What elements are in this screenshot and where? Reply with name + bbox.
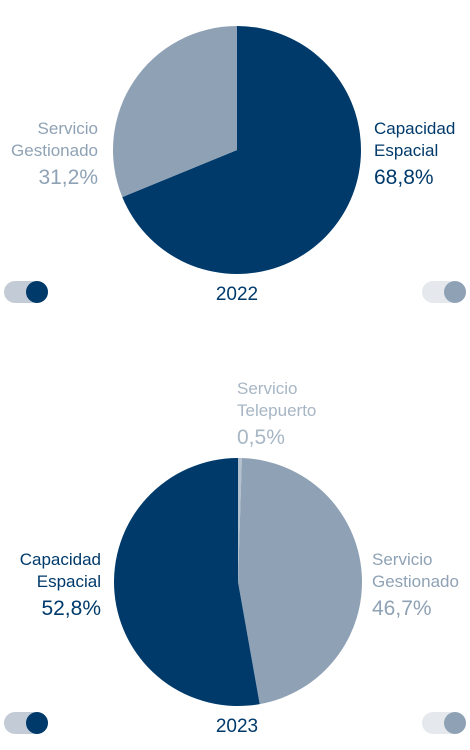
pie-slice-servicio-gestionado bbox=[238, 458, 362, 705]
toggle-left-2023[interactable] bbox=[4, 712, 48, 734]
pie-chart-2022 bbox=[113, 26, 361, 274]
label-servicio-gestionado-2022: Servicio Gestionado 31,2% bbox=[0, 118, 98, 192]
pie-slice-capacidad-espacial bbox=[113, 458, 260, 706]
pie-slice-servicio-telepuerto bbox=[238, 458, 242, 582]
pie-chart-2023 bbox=[113, 458, 362, 706]
year-2023: 2023 bbox=[215, 716, 259, 737]
toggle-left-2022[interactable] bbox=[4, 281, 48, 303]
label-servicio-telepuerto-2023: Servicio Telepuerto 0,5% bbox=[237, 378, 347, 452]
label-servicio-gestionado-2023: Servicio Gestionado 46,7% bbox=[372, 549, 470, 623]
pie-slice-capacidad-espacial bbox=[122, 26, 361, 274]
label-capacidad-espacial-2022: Capacidad Espacial 68,8% bbox=[374, 118, 470, 192]
toggle-right-2022[interactable] bbox=[422, 281, 466, 303]
label-capacidad-espacial-2023: Capacidad Espacial 52,8% bbox=[0, 549, 101, 623]
value-capacidad-espacial-2023: 52,8% bbox=[41, 597, 101, 620]
toggle-knob bbox=[26, 281, 48, 303]
toggle-knob bbox=[444, 712, 466, 734]
value-servicio-gestionado-2023: 46,7% bbox=[372, 597, 432, 620]
value-capacidad-espacial-2022: 68,8% bbox=[374, 166, 434, 189]
toggle-knob bbox=[26, 712, 48, 734]
value-servicio-gestionado-2022: 31,2% bbox=[38, 166, 98, 189]
toggle-knob bbox=[444, 281, 466, 303]
pie-slice-servicio-gestionado bbox=[113, 26, 237, 198]
toggle-right-2023[interactable] bbox=[422, 712, 466, 734]
value-servicio-telepuerto-2023: 0,5% bbox=[237, 426, 285, 449]
year-2022: 2022 bbox=[215, 284, 259, 305]
